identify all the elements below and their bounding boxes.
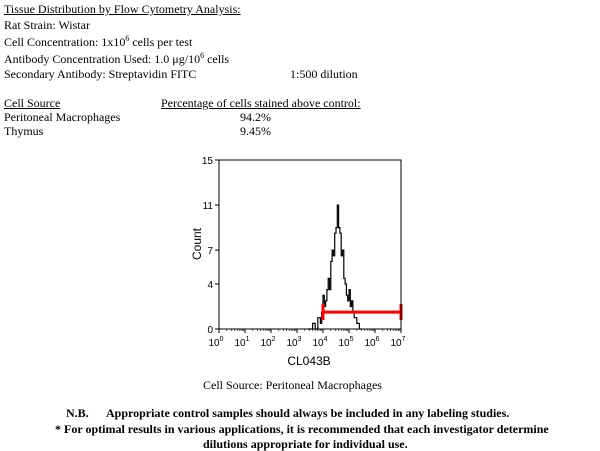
y-tick-label: 15 bbox=[202, 156, 214, 167]
rat-strain: Rat Strain: Wistar bbox=[4, 18, 90, 32]
nb-label: N.B. bbox=[66, 406, 89, 420]
table-row-percent: 94.2% bbox=[240, 110, 271, 124]
antibody-concentration-prefix: Antibody Concentration Used: 1.0 μg/10 bbox=[4, 52, 201, 66]
table-row-source: Peritoneal Macrophages bbox=[4, 110, 121, 124]
y-tick-label: 4 bbox=[207, 280, 213, 291]
table-header-percentage: Percentage of cells stained above contro… bbox=[161, 96, 361, 110]
table-header-cell-source: Cell Source bbox=[4, 96, 61, 110]
antibody-concentration-suffix: cells bbox=[204, 52, 230, 66]
table-row-percent: 9.45% bbox=[240, 124, 271, 138]
x-tick-label: 100 bbox=[208, 336, 223, 349]
table-row-source: Thymus bbox=[4, 124, 44, 138]
dilution: 1:500 dilution bbox=[290, 67, 358, 81]
y-tick-label: 7 bbox=[207, 246, 213, 257]
cell-concentration-exponent: 6 bbox=[125, 34, 130, 43]
antibody-concentration-exponent: 6 bbox=[200, 51, 205, 60]
y-tick-label: 11 bbox=[203, 201, 214, 212]
cell-concentration-suffix: cells per test bbox=[129, 35, 193, 49]
secondary-antibody: Secondary Antibody: Streptavidin FITC bbox=[4, 67, 197, 81]
x-tick-label: 103 bbox=[286, 336, 301, 349]
note-line-2: * For optimal results in various applica… bbox=[55, 422, 549, 436]
flow-cytometry-histogram: 0 4 7 11 15 100 101 102 103 104 105 106 107 Count C… bbox=[190, 156, 406, 368]
histogram-series bbox=[307, 204, 362, 330]
x-tick-label: 102 bbox=[260, 336, 275, 349]
x-tick-label: 104 bbox=[312, 336, 327, 349]
antibody-concentration: Antibody Concentration Used: 1.0 μg/106 … bbox=[4, 51, 230, 67]
cell-concentration-prefix: Cell Concentration: 1x10 bbox=[4, 35, 126, 49]
x-tick-label: 105 bbox=[338, 336, 353, 349]
x-tick-label: 101 bbox=[234, 336, 249, 349]
page-title: Tissue Distribution by Flow Cytometry An… bbox=[4, 2, 241, 16]
chart-caption: Cell Source: Peritoneal Macrophages bbox=[203, 378, 382, 392]
y-axis-label: Count bbox=[190, 227, 204, 260]
cell-concentration: Cell Concentration: 1x106 cells per test bbox=[4, 34, 193, 50]
x-tick-label: 106 bbox=[364, 336, 379, 349]
y-tick-label: 0 bbox=[207, 325, 213, 336]
x-tick-label: 107 bbox=[390, 336, 405, 349]
nb-text: Appropriate control samples should alway… bbox=[106, 406, 510, 420]
x-axis-label: CL043B bbox=[287, 354, 330, 368]
plot-frame bbox=[218, 159, 402, 330]
note-line-3: dilutions appropriate for individual use… bbox=[203, 437, 408, 451]
